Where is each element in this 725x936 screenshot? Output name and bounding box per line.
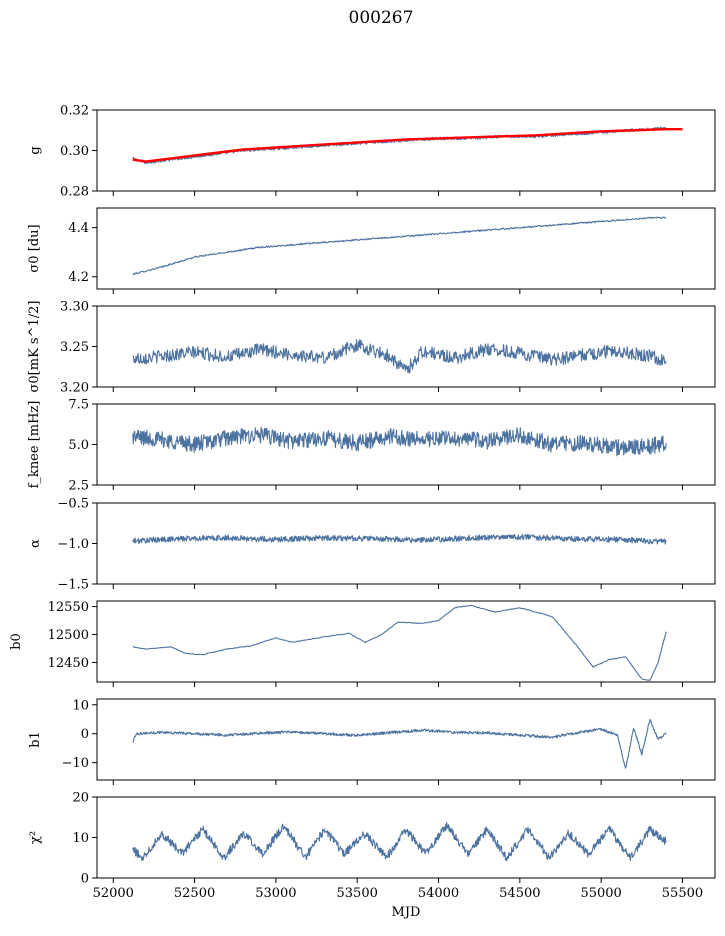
panel-8: 0 10 20 52000 52500 53000 53500 54000 54500 55000… [28, 791, 716, 920]
series-line-6 [132, 604, 667, 681]
panel-7: −10 0 10 b1 [28, 698, 716, 785]
y-tick-label: 5.0 [68, 438, 89, 453]
x-tick-label: 53500 [337, 886, 378, 901]
y-tick-label: 2.5 [68, 479, 89, 494]
figure-title: 000267 [349, 8, 414, 28]
series-line-7 [132, 718, 667, 769]
y-axis-label: b1 [28, 731, 43, 748]
axes-frame [96, 109, 716, 192]
y-tick-label: 0.28 [60, 185, 89, 200]
x-tick-label: 55500 [662, 886, 703, 901]
series-line-5 [132, 533, 667, 545]
axes-frame [96, 698, 716, 781]
y-axis-label: f_knee [mHz] [27, 401, 42, 489]
panel-6: 12450 12500 12550 b0 [9, 600, 716, 687]
y-axis-label: σ0 [du] [27, 224, 42, 272]
panel-4: 2.5 5.0 7.5 f_knee [mHz] [27, 398, 716, 494]
y-tick-label: 20 [72, 791, 89, 806]
x-tick-label: 54000 [418, 886, 459, 901]
fit-line-1 [132, 127, 683, 163]
x-tick-label: 53000 [255, 886, 296, 901]
x-tick-label: 54500 [499, 886, 540, 901]
y-axis-label: σ0[mK s^1/2] [27, 301, 42, 393]
y-axis-label: χ² [28, 831, 43, 844]
y-tick-label: −10 [62, 756, 89, 771]
y-tick-label: −1.5 [57, 578, 89, 593]
y-tick-label: 3.25 [60, 340, 89, 355]
y-tick-label: 4.4 [68, 221, 89, 236]
y-tick-label: 7.5 [68, 398, 89, 413]
series-line-8 [132, 821, 667, 862]
x-tick-label: 52000 [93, 886, 134, 901]
y-tick-label: 4.2 [68, 270, 89, 285]
series-line-2 [132, 216, 667, 275]
panel-1: 0.28 0.30 0.32 g [28, 104, 716, 200]
y-tick-label: −0.5 [57, 497, 89, 512]
x-tick-label: 52500 [174, 886, 215, 901]
y-axis-label: α [28, 539, 43, 548]
axes-frame [96, 600, 716, 683]
x-tick-label: 55000 [580, 886, 621, 901]
axes-frame [96, 502, 716, 585]
y-axis-label: g [28, 146, 43, 154]
x-axis-label: MJD [392, 905, 421, 920]
axes-frame [96, 207, 716, 290]
y-tick-label: 10 [72, 831, 89, 846]
y-tick-label: 12450 [48, 656, 89, 671]
y-tick-label: 0 [81, 727, 89, 742]
y-tick-label: 3.30 [60, 300, 89, 315]
y-tick-label: 3.20 [60, 381, 89, 396]
y-tick-label: 12550 [48, 600, 89, 615]
axes-frame [96, 796, 716, 879]
series-line-3 [132, 338, 667, 374]
series-line-4 [132, 426, 667, 457]
y-axis-label: b0 [9, 633, 24, 650]
y-tick-label: −1.0 [57, 537, 89, 552]
y-tick-label: 0.32 [60, 104, 89, 119]
panel-3: 3.20 3.25 3.30 σ0[mK s^1/2] [27, 300, 716, 396]
panels: 0.28 0.30 0.32 g 4.2 4.4 σ0 [du] 3.20 3.25 3.30 σ0… [9, 104, 716, 920]
y-tick-label: 0.30 [60, 144, 89, 159]
y-tick-label: 10 [72, 698, 89, 713]
y-tick-label: 12500 [48, 628, 89, 643]
y-tick-label: 0 [81, 872, 89, 887]
panel-2: 4.2 4.4 σ0 [du] [27, 207, 716, 294]
axes-frame [96, 305, 716, 388]
panel-5: −1.5 −1.0 −0.5 α [28, 497, 716, 593]
